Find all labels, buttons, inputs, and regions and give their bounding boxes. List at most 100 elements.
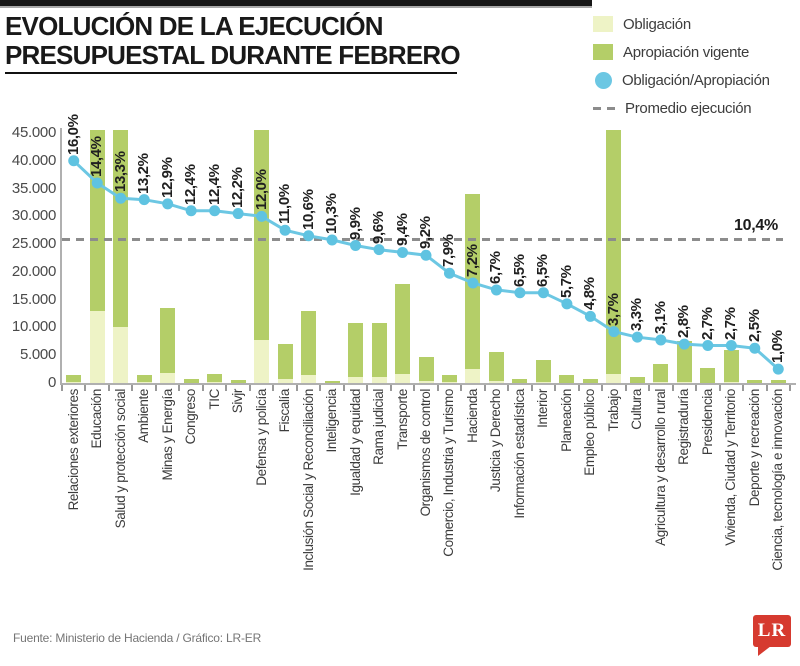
title-line-1: EVOLUCIÓN DE LA EJECUCIÓN <box>5 11 384 41</box>
point-percentage-label: 2,8% <box>675 305 693 339</box>
x-axis-tick <box>319 385 322 391</box>
bar-obligacion <box>441 382 457 383</box>
x-axis-tick <box>178 385 181 391</box>
bar-apropiacion <box>606 130 622 383</box>
bar-obligacion <box>606 373 622 383</box>
x-axis-category-label: Información estadística <box>511 389 527 519</box>
chart-legend: Obligación Apropiación vigente Obligació… <box>593 10 798 122</box>
bar-apropiacion <box>676 341 692 383</box>
source-credit: Fuente: Ministerio de Hacienda / Gráfico… <box>13 631 262 645</box>
ratio-dot <box>655 334 667 346</box>
ratio-dot <box>232 208 244 220</box>
bar-obligacion <box>301 375 317 383</box>
x-axis-tick <box>530 385 533 391</box>
ratio-dot <box>772 363 784 375</box>
x-axis-category-label: Justicia y Derecho <box>488 389 504 493</box>
ratio-dot <box>490 284 502 296</box>
point-percentage-label: 10,3% <box>323 193 341 234</box>
ratio-dot <box>373 244 385 256</box>
x-axis-category-label: Inteligencia <box>324 389 340 453</box>
title-line-2: PRESUPUESTAL DURANTE FEBRERO <box>5 40 461 70</box>
x-axis-tick <box>483 385 486 391</box>
bar-apropiacion <box>371 323 387 383</box>
ratio-dot <box>584 310 596 322</box>
point-percentage-label: 5,7% <box>557 265 575 298</box>
top-accent-bar <box>0 0 592 6</box>
x-axis-tick <box>554 385 557 391</box>
x-axis-category-label: Interior <box>535 389 551 428</box>
x-axis-category-label: Defensa y policía <box>253 389 269 486</box>
bar-apropiacion <box>183 379 199 383</box>
point-percentage-label: 13,2% <box>135 153 153 194</box>
bar-apropiacion <box>230 379 246 383</box>
ratio-dot <box>631 331 643 343</box>
swatch-obligacion-icon <box>593 16 613 32</box>
x-axis-category-label: Salud y protección social <box>112 389 128 529</box>
legend-item-promedio: Promedio ejecución <box>593 94 798 122</box>
ratio-dot <box>561 298 573 310</box>
x-axis-tick <box>671 385 674 391</box>
y-axis-tick-label: 35.000 <box>11 179 56 197</box>
bar-apropiacion <box>512 379 528 383</box>
point-percentage-label: 3,3% <box>628 298 646 332</box>
ratio-dot <box>514 287 526 299</box>
point-percentage-label: 12,2% <box>229 167 247 208</box>
x-axis-tick <box>624 385 627 391</box>
point-percentage-label: 7,2% <box>463 244 481 277</box>
x-axis-tick <box>342 385 345 391</box>
point-percentage-label: 2,7% <box>722 306 740 340</box>
bar-obligacion <box>418 380 434 383</box>
y-axis-tick-label: 30.000 <box>11 207 56 225</box>
legend-item-obligacion: Obligación <box>593 10 798 38</box>
x-axis-tick <box>84 385 87 391</box>
x-axis-category-label: Igualdad y equidad <box>347 389 363 496</box>
legend-label: Promedio ejecución <box>625 99 752 117</box>
bar-apropiacion <box>747 379 763 383</box>
bar-obligacion <box>348 377 364 383</box>
x-axis-tick <box>107 385 110 391</box>
point-percentage-label: 6,5% <box>510 254 528 287</box>
x-axis-tick <box>201 385 204 391</box>
point-percentage-label: 9,6% <box>370 211 388 244</box>
y-axis-tick-label: 20.000 <box>11 262 56 280</box>
x-axis-category-label: Relaciones exteriores <box>65 389 81 511</box>
point-percentage-label: 6,7% <box>487 251 505 284</box>
bar-obligacion <box>277 378 293 383</box>
bar-apropiacion <box>395 284 411 383</box>
x-axis-tick <box>366 385 369 391</box>
x-axis-category-label: Fiscalía <box>277 389 293 433</box>
x-axis-tick <box>436 385 439 391</box>
ratio-dot <box>702 340 714 351</box>
point-percentage-label: 16,0% <box>64 114 82 155</box>
x-axis-category-label: Agricultura y desarrollo rural <box>652 389 668 546</box>
ratio-dot <box>209 205 221 217</box>
bar-apropiacion <box>301 310 317 383</box>
swatch-promedio-dash-icon <box>593 106 615 110</box>
bar-apropiacion <box>653 363 669 383</box>
x-axis-tick <box>601 385 604 391</box>
x-axis-category-label: Empleo público <box>582 389 598 476</box>
bar-obligacion <box>254 339 270 383</box>
ratio-dot <box>749 342 761 354</box>
y-axis-tick-label: 5.000 <box>19 346 56 364</box>
point-percentage-label: 7,9% <box>440 234 458 268</box>
x-axis-category-label: Vivienda, Ciudad y Territorio <box>723 389 739 546</box>
x-axis-tick <box>789 385 791 391</box>
y-axis-tick-label: 10.000 <box>11 318 56 336</box>
x-axis-category-label: Inclusión Social y Reconciliación <box>300 389 316 571</box>
y-axis-line <box>60 128 62 385</box>
bar-obligacion <box>66 381 82 383</box>
x-axis-tick <box>295 385 298 391</box>
bar-apropiacion <box>723 349 739 383</box>
x-axis-tick <box>577 385 580 391</box>
bar-obligacion <box>395 373 411 383</box>
point-percentage-label: 12,4% <box>182 164 200 205</box>
bar-apropiacion <box>348 323 364 383</box>
y-axis-tick-label: 15.000 <box>11 290 56 308</box>
ratio-dot <box>162 198 174 210</box>
bar-apropiacion <box>700 368 716 383</box>
x-axis-tick <box>648 385 651 391</box>
point-percentage-label: 14,4% <box>88 136 106 177</box>
bar-obligacion <box>465 369 481 383</box>
x-axis-category-label: Transporte <box>394 389 410 450</box>
